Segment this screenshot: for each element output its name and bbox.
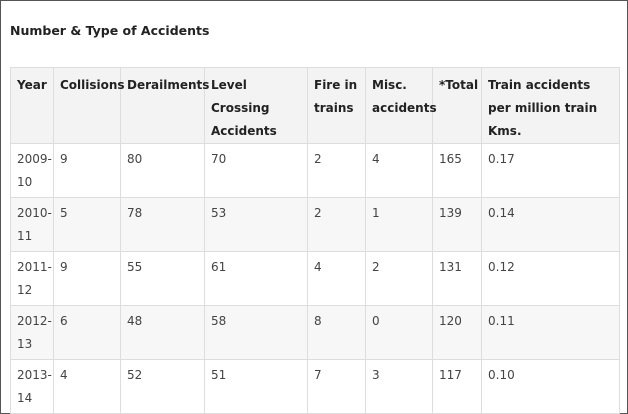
cell-level-crossing: 70 <box>204 143 308 198</box>
header-derailments: Derailments <box>120 67 209 144</box>
cell-level-crossing: 61 <box>204 251 308 306</box>
cell-misc-accidents: 2 <box>365 251 433 306</box>
cell-collisions: 6 <box>53 305 121 360</box>
cell-derailments: 80 <box>120 143 205 198</box>
cell-derailments: 48 <box>120 305 205 360</box>
cell-misc-accidents: 0 <box>365 305 433 360</box>
cell-collisions: 9 <box>53 143 121 198</box>
cell-collisions: 9 <box>53 251 121 306</box>
cell-misc-accidents: 3 <box>365 359 433 414</box>
cell-accidents-per-million: 0.10 <box>481 359 620 414</box>
header-level-crossing: Level Crossing Accidents <box>204 67 308 144</box>
table-row: 2010-11 5 78 53 2 1 139 0.14 <box>10 197 620 252</box>
cell-fire-in-trains: 2 <box>307 143 366 198</box>
header-collisions: Collisions <box>53 67 125 144</box>
table-heading: Number & Type of Accidents <box>10 23 210 38</box>
cell-total: 120 <box>432 305 482 360</box>
cell-fire-in-trains: 4 <box>307 251 366 306</box>
cell-fire-in-trains: 7 <box>307 359 366 414</box>
table-header-row: Year Collisions Derailments Level Crossi… <box>10 67 620 144</box>
cell-derailments: 52 <box>120 359 205 414</box>
header-total: *Total <box>432 67 482 144</box>
cell-total: 117 <box>432 359 482 414</box>
cell-year: 2009-10 <box>10 143 54 198</box>
header-year: Year <box>10 67 54 144</box>
cell-level-crossing: 53 <box>204 197 308 252</box>
cell-collisions: 5 <box>53 197 121 252</box>
table-row: 2013-14 4 52 51 7 3 117 0.10 <box>10 359 620 414</box>
table-row: 2011-12 9 55 61 4 2 131 0.12 <box>10 251 620 306</box>
cell-misc-accidents: 4 <box>365 143 433 198</box>
cell-total: 165 <box>432 143 482 198</box>
cell-derailments: 55 <box>120 251 205 306</box>
cell-level-crossing: 51 <box>204 359 308 414</box>
cell-year: 2011-12 <box>10 251 54 306</box>
cell-misc-accidents: 1 <box>365 197 433 252</box>
cell-fire-in-trains: 8 <box>307 305 366 360</box>
cell-year: 2013-14 <box>10 359 54 414</box>
cell-fire-in-trains: 2 <box>307 197 366 252</box>
accidents-table: Year Collisions Derailments Level Crossi… <box>10 67 620 414</box>
cell-total: 131 <box>432 251 482 306</box>
table-row: 2012-13 6 48 58 8 0 120 0.11 <box>10 305 620 360</box>
cell-accidents-per-million: 0.17 <box>481 143 620 198</box>
cell-year: 2010-11 <box>10 197 54 252</box>
table-row: 2009-10 9 80 70 2 4 165 0.17 <box>10 143 620 198</box>
cell-collisions: 4 <box>53 359 121 414</box>
cell-accidents-per-million: 0.12 <box>481 251 620 306</box>
header-misc-accidents: Misc. accidents <box>365 67 437 144</box>
cell-level-crossing: 58 <box>204 305 308 360</box>
cell-accidents-per-million: 0.14 <box>481 197 620 252</box>
header-fire-in-trains: Fire in trains <box>307 67 366 144</box>
cell-derailments: 78 <box>120 197 205 252</box>
header-accidents-per-million: Train accidents per million train Kms. <box>481 67 620 144</box>
cell-accidents-per-million: 0.11 <box>481 305 620 360</box>
cell-total: 139 <box>432 197 482 252</box>
cell-year: 2012-13 <box>10 305 54 360</box>
